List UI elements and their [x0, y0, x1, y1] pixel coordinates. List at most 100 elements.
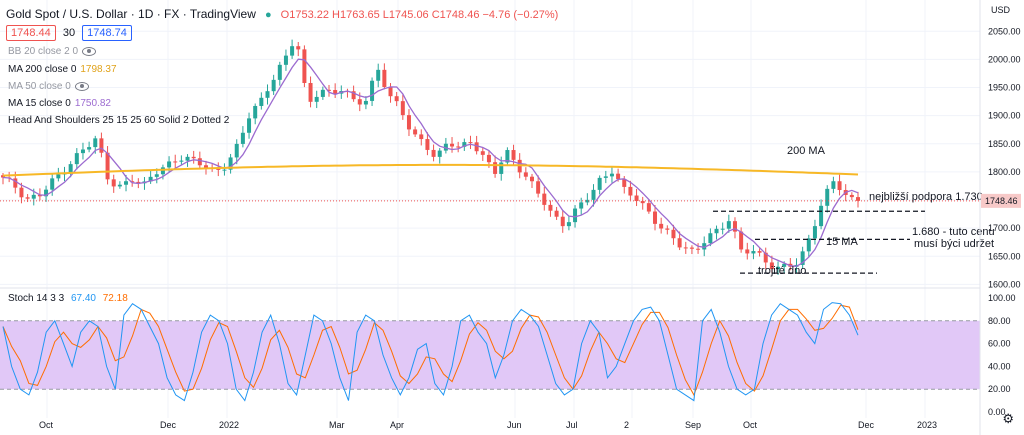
indicator-hs[interactable]: Head And Shoulders 25 15 25 60 Solid 2 D… — [8, 115, 229, 126]
candle-body — [591, 189, 596, 200]
candle-body — [493, 162, 498, 174]
candle-body — [179, 160, 184, 162]
indicator-ma50[interactable]: MA 50 close 0 — [8, 81, 89, 92]
candle-body — [585, 199, 590, 203]
candle-body — [413, 129, 418, 135]
eye-icon[interactable] — [74, 81, 89, 91]
candle-body — [714, 228, 719, 234]
symbol-title[interactable]: Gold Spot / U.S. Dollar · 1D · FX · Trad… — [6, 7, 256, 21]
candle-body — [80, 149, 85, 154]
eye-icon[interactable] — [82, 46, 97, 56]
time-tick-label: Sep — [685, 420, 701, 430]
annotation-text: musí býci udržet — [914, 238, 994, 250]
candle-body — [616, 173, 621, 180]
candle-body — [431, 149, 436, 157]
indicator-bb[interactable]: BB 20 close 2 0 — [8, 46, 97, 57]
candle-body — [259, 97, 264, 106]
indicator-lines — [0, 58, 980, 267]
candle-body — [499, 162, 504, 174]
gear-icon[interactable]: ⚙ — [1002, 411, 1014, 426]
time-tick-label: Apr — [390, 420, 404, 430]
candle-body — [800, 251, 805, 265]
candle-body — [622, 179, 627, 187]
candle-body — [665, 228, 670, 230]
candle-body — [763, 252, 768, 263]
time-tick-label: Dec — [160, 420, 177, 430]
candle-body — [124, 181, 129, 185]
indicator-ma15-label: MA 15 close 0 — [8, 98, 71, 109]
candle-body — [277, 64, 282, 80]
bid-ask: 1748.44 30 1748.74 — [6, 25, 132, 41]
candle-body — [216, 168, 221, 170]
indicator-bb-label: BB 20 close 2 0 — [8, 46, 79, 57]
candles — [1, 39, 860, 276]
candle-body — [314, 96, 319, 102]
candle-body — [456, 146, 461, 148]
ask-button[interactable]: 1748.74 — [82, 25, 132, 41]
candle-body — [696, 248, 701, 250]
indicator-stoch[interactable]: Stoch 14 3 3 67.40 72.18 — [8, 293, 128, 304]
candle-body — [117, 184, 122, 187]
candle-body — [462, 142, 467, 147]
candle-body — [222, 169, 227, 171]
candle-body — [597, 177, 602, 190]
candle-body — [160, 167, 165, 175]
candle-body — [548, 204, 553, 211]
candle-body — [646, 203, 651, 212]
stoch-tick-label: 60.00 — [988, 339, 1011, 349]
indicator-ma15[interactable]: MA 15 close 0 1750.82 — [8, 98, 111, 109]
candle-body — [68, 164, 73, 173]
indicator-ma200[interactable]: MA 200 close 0 1798.37 — [8, 64, 117, 75]
stoch-k-value: 67.40 — [70, 293, 96, 304]
candle-body — [769, 262, 774, 270]
candle-body — [468, 142, 473, 144]
candle-body — [486, 154, 491, 163]
time-tick-label: 2022 — [219, 420, 239, 430]
stoch-k-line — [2, 302, 859, 402]
candle-body — [782, 263, 787, 267]
candle-body — [197, 158, 202, 166]
candle-body — [167, 161, 172, 168]
candle-body — [13, 178, 18, 188]
candle-body — [74, 153, 79, 165]
candle-body — [640, 201, 645, 204]
currency-label[interactable]: USD — [990, 5, 1010, 15]
stoch-d-value: 72.18 — [102, 293, 128, 304]
price-tick-label: 1950.00 — [988, 83, 1021, 93]
price-tick-label: 1900.00 — [988, 111, 1021, 121]
price-tick-label: 1650.00 — [988, 251, 1021, 261]
candle-body — [732, 221, 737, 232]
candle-body — [363, 100, 368, 105]
candle-body — [191, 156, 196, 159]
stoch-tick-label: 80.00 — [988, 316, 1011, 326]
candle-body — [474, 142, 479, 152]
candle-body — [443, 143, 448, 151]
stoch-lines — [2, 302, 859, 402]
candle-body — [320, 89, 325, 97]
candle-body — [425, 139, 430, 150]
candle-body — [579, 202, 584, 209]
stoch-tick-label: 0.00 — [988, 407, 1006, 417]
indicator-hs-label: Head And Shoulders 25 15 25 60 Solid 2 D… — [8, 115, 230, 126]
candle-body — [351, 91, 356, 100]
time-tick-label: 2 — [624, 420, 629, 430]
candle-body — [253, 105, 258, 119]
candle-body — [757, 251, 762, 253]
chart-legend-header: Gold Spot / U.S. Dollar · 1D · FX · Trad… — [6, 7, 558, 21]
candle-body — [523, 172, 528, 177]
candle-body — [1, 175, 5, 178]
candle-body — [628, 186, 633, 196]
candle-body — [634, 195, 639, 202]
candle-body — [683, 247, 688, 249]
annotation-text: nejbližší podpora 1.730 — [869, 191, 983, 203]
indicator-ma200-label: MA 200 close 0 — [8, 64, 77, 75]
price-tick-label: 1850.00 — [988, 139, 1021, 149]
annotations: 200 MA nejbližší podpora 1.730 1.680 - tut… — [713, 145, 995, 277]
candle-body — [50, 178, 55, 190]
candle-body — [671, 229, 676, 239]
indicator-stoch-label: Stoch 14 3 3 — [8, 293, 65, 304]
bid-button[interactable]: 1748.44 — [6, 25, 56, 41]
indicator-ma200-value: 1798.37 — [80, 64, 117, 75]
candle-body — [739, 231, 744, 250]
